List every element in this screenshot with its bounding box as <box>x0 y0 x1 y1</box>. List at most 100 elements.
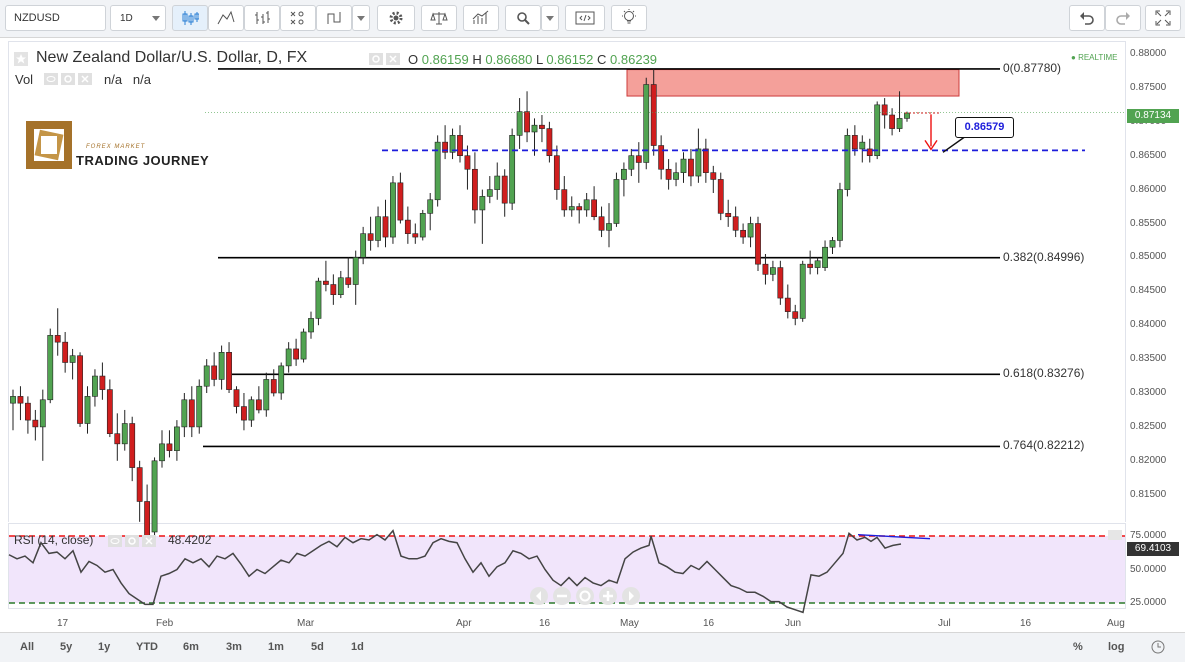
candle <box>635 142 642 183</box>
candle <box>725 199 732 227</box>
candle-body <box>516 111 523 136</box>
range-button[interactable]: 1y <box>98 641 111 653</box>
settings-icon[interactable] <box>61 73 75 85</box>
candle <box>54 308 61 356</box>
range-button[interactable]: 5y <box>60 641 73 653</box>
star-icon[interactable] <box>14 52 28 66</box>
bars-icon <box>255 11 270 24</box>
range-button[interactable]: 1m <box>268 641 284 653</box>
range-button[interactable]: 1d <box>351 641 364 653</box>
symbol-input[interactable]: NZDUSD <box>5 5 106 31</box>
candles-button[interactable] <box>172 5 208 31</box>
candle-body <box>375 216 381 241</box>
candle <box>583 192 590 217</box>
candle-body <box>464 155 471 170</box>
settings-button[interactable] <box>377 5 415 31</box>
candle-body <box>740 229 746 238</box>
log-toggle[interactable]: log <box>1108 641 1125 653</box>
embed-button[interactable] <box>565 5 605 31</box>
interval-value: 1D <box>120 12 133 24</box>
candle-body <box>181 399 188 428</box>
candle <box>427 192 434 231</box>
indicators-button[interactable] <box>463 5 499 31</box>
candle <box>255 386 262 414</box>
pane-collapse-icon[interactable] <box>1108 530 1122 540</box>
candle <box>755 216 761 271</box>
candle-body <box>702 148 709 173</box>
point-figure-button[interactable] <box>280 5 316 31</box>
chart-type-dropdown[interactable] <box>352 5 370 31</box>
candle-body <box>486 189 493 197</box>
candle-body <box>851 135 858 150</box>
candle <box>404 206 411 244</box>
bars-button[interactable] <box>244 5 280 31</box>
rsi-line <box>8 529 902 614</box>
range-button[interactable]: 5d <box>311 641 324 653</box>
candle-body <box>568 206 575 211</box>
scales-icon <box>430 12 448 25</box>
fullscreen-button[interactable] <box>1145 5 1181 31</box>
reset-icon[interactable] <box>575 586 595 606</box>
eye-icon[interactable] <box>44 73 58 85</box>
close-icon[interactable] <box>78 73 92 85</box>
percent-toggle[interactable]: % <box>1073 641 1083 653</box>
candle <box>866 138 873 163</box>
range-button[interactable]: All <box>20 641 35 653</box>
close-icon[interactable] <box>386 53 400 65</box>
eye-icon[interactable] <box>108 535 122 547</box>
candle-body <box>419 213 426 238</box>
search-button[interactable] <box>505 5 541 31</box>
range-button[interactable]: YTD <box>136 641 158 653</box>
low-label: L <box>536 52 543 67</box>
candle-body <box>859 141 866 150</box>
candle-body <box>471 168 478 211</box>
candle <box>591 186 597 221</box>
candle <box>881 98 888 129</box>
candle-body <box>725 213 732 218</box>
chart-navigation <box>529 586 641 608</box>
candle <box>136 460 143 522</box>
line-chart-icon <box>217 10 235 25</box>
rsi-current-badge: 69.4103 <box>1127 542 1179 556</box>
candle <box>769 260 776 282</box>
candle <box>688 148 694 187</box>
settings-icon[interactable] <box>369 53 383 65</box>
price-tick: 0.85500 <box>1130 217 1167 229</box>
zoom-out-icon[interactable] <box>552 586 572 606</box>
search-dropdown[interactable] <box>541 5 559 31</box>
candle-body <box>203 365 210 387</box>
redo-button[interactable] <box>1105 5 1141 31</box>
scroll-left-icon[interactable] <box>529 586 549 606</box>
candle <box>412 223 419 244</box>
candle-body <box>322 280 329 285</box>
ideas-button[interactable] <box>611 5 647 31</box>
candle <box>509 128 516 210</box>
level-callout[interactable]: 0.86579 <box>955 117 1014 138</box>
candle <box>166 430 173 458</box>
time-tick: May <box>620 618 639 629</box>
rsi-pane[interactable] <box>8 523 1126 609</box>
area-button[interactable] <box>208 5 244 31</box>
zoom-in-icon[interactable] <box>598 586 618 606</box>
candle <box>568 196 575 217</box>
range-button[interactable]: 6m <box>183 641 199 653</box>
renko-button[interactable] <box>316 5 352 31</box>
candle-body <box>494 175 501 190</box>
symbol-value: NZDUSD <box>14 12 60 24</box>
chevron-down-icon <box>152 16 160 21</box>
scroll-right-icon[interactable] <box>621 586 641 606</box>
compare-button[interactable] <box>421 5 457 31</box>
candle-body <box>62 341 69 363</box>
candle-body <box>583 199 590 211</box>
settings-icon[interactable] <box>125 535 139 547</box>
interval-select[interactable]: 1D <box>110 5 166 31</box>
candle-body <box>792 311 799 319</box>
range-button[interactable]: 3m <box>226 641 242 653</box>
close-icon[interactable] <box>142 535 156 547</box>
clock-icon[interactable] <box>1151 640 1165 654</box>
undo-button[interactable] <box>1069 5 1105 31</box>
time-tick: Apr <box>456 618 472 629</box>
candle-body <box>889 114 895 129</box>
realtime-label: REALTIME <box>1078 53 1118 62</box>
main-price-pane[interactable] <box>8 41 1126 522</box>
